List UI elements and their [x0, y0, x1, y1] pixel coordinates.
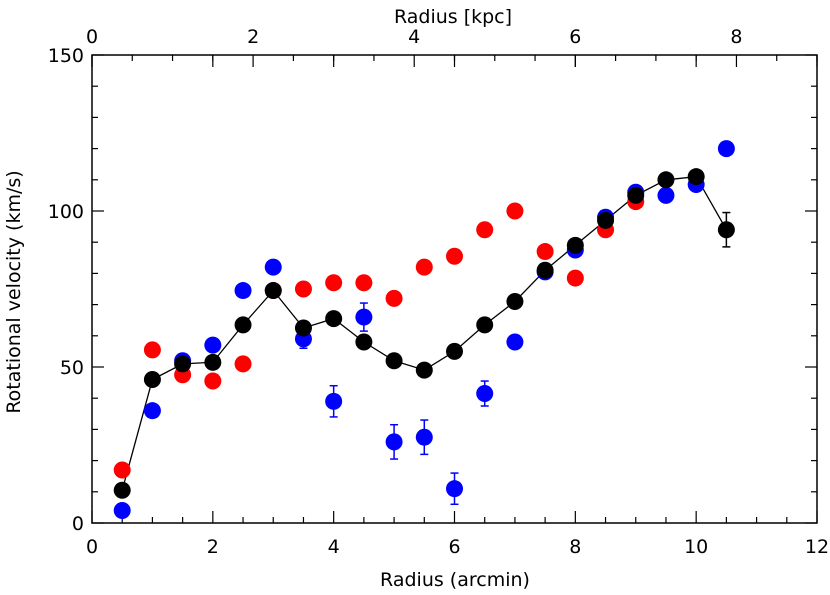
black-point — [717, 221, 735, 239]
blue-point — [415, 428, 433, 446]
black-point — [294, 319, 312, 337]
red-point — [204, 372, 222, 390]
red-point — [506, 202, 524, 220]
blue-point — [143, 402, 161, 420]
blue-point — [476, 385, 494, 403]
black-point — [597, 211, 615, 229]
x-tick-label: 6 — [448, 536, 460, 558]
x-tick-label: 10 — [684, 536, 708, 558]
red-point — [325, 274, 343, 292]
x-tick-label: 2 — [207, 536, 219, 558]
red-point — [415, 258, 433, 276]
x-axis-title: Radius (arcmin) — [380, 569, 530, 591]
black-point — [385, 352, 403, 370]
x-tick-label: 4 — [328, 536, 340, 558]
blue-point — [234, 282, 252, 300]
blue-point — [385, 433, 403, 451]
blue-point — [506, 333, 524, 351]
black-point — [113, 481, 131, 499]
x2-tick-label: 0 — [86, 26, 98, 48]
red-point — [385, 289, 403, 307]
red-point — [113, 461, 131, 479]
x-tick-label: 12 — [805, 536, 829, 558]
blue-point — [113, 502, 131, 520]
black-point — [234, 316, 252, 334]
y-tick-label: 100 — [48, 201, 84, 223]
blue-point — [657, 186, 675, 204]
black-point — [264, 282, 282, 300]
black-point — [506, 292, 524, 310]
black-point — [204, 353, 222, 371]
top-x-axis-title: Radius [kpc] — [394, 6, 512, 28]
plot-frame — [91, 54, 818, 524]
x2-tick-label: 6 — [569, 26, 581, 48]
y-axis-title: Rotational velocity (km/s) — [3, 170, 25, 413]
red-point — [294, 280, 312, 298]
red-point — [446, 247, 463, 265]
tick-labels: 0 2 4 6 8 10 12 0 2 4 6 8 0 50 100 150 — [48, 26, 829, 558]
black-point — [415, 361, 433, 379]
black-point — [143, 370, 161, 388]
black-point — [657, 171, 675, 189]
blue-point — [264, 258, 282, 276]
black-series — [113, 168, 735, 499]
red-point — [234, 355, 252, 373]
blue-point — [204, 336, 222, 354]
blue-point — [355, 308, 373, 326]
black-point — [476, 316, 494, 334]
red-series — [113, 193, 645, 479]
y-tick-label: 150 — [48, 45, 84, 67]
y-tick-label: 50 — [60, 357, 84, 379]
red-point — [536, 243, 554, 261]
axes — [91, 54, 818, 524]
red-point — [355, 274, 373, 292]
black-point — [355, 333, 373, 351]
black-point — [446, 342, 463, 360]
x2-tick-label: 2 — [247, 26, 259, 48]
red-point — [143, 341, 161, 359]
x2-tick-label: 4 — [408, 26, 420, 48]
tick-marks — [91, 54, 818, 524]
y-tick-label: 0 — [72, 513, 84, 535]
x2-tick-label: 8 — [730, 26, 742, 48]
x-tick-label: 0 — [86, 536, 98, 558]
data-points — [113, 140, 735, 520]
black-point — [325, 310, 343, 328]
black-point — [566, 236, 584, 254]
black-point — [174, 355, 192, 373]
red-point — [566, 269, 584, 287]
blue-point — [717, 140, 735, 158]
blue-point — [325, 392, 343, 410]
red-point — [476, 221, 494, 239]
black-point — [627, 186, 645, 204]
black-point — [687, 168, 705, 186]
x-tick-label: 8 — [569, 536, 581, 558]
blue-point — [446, 480, 463, 498]
black-point — [536, 261, 554, 279]
